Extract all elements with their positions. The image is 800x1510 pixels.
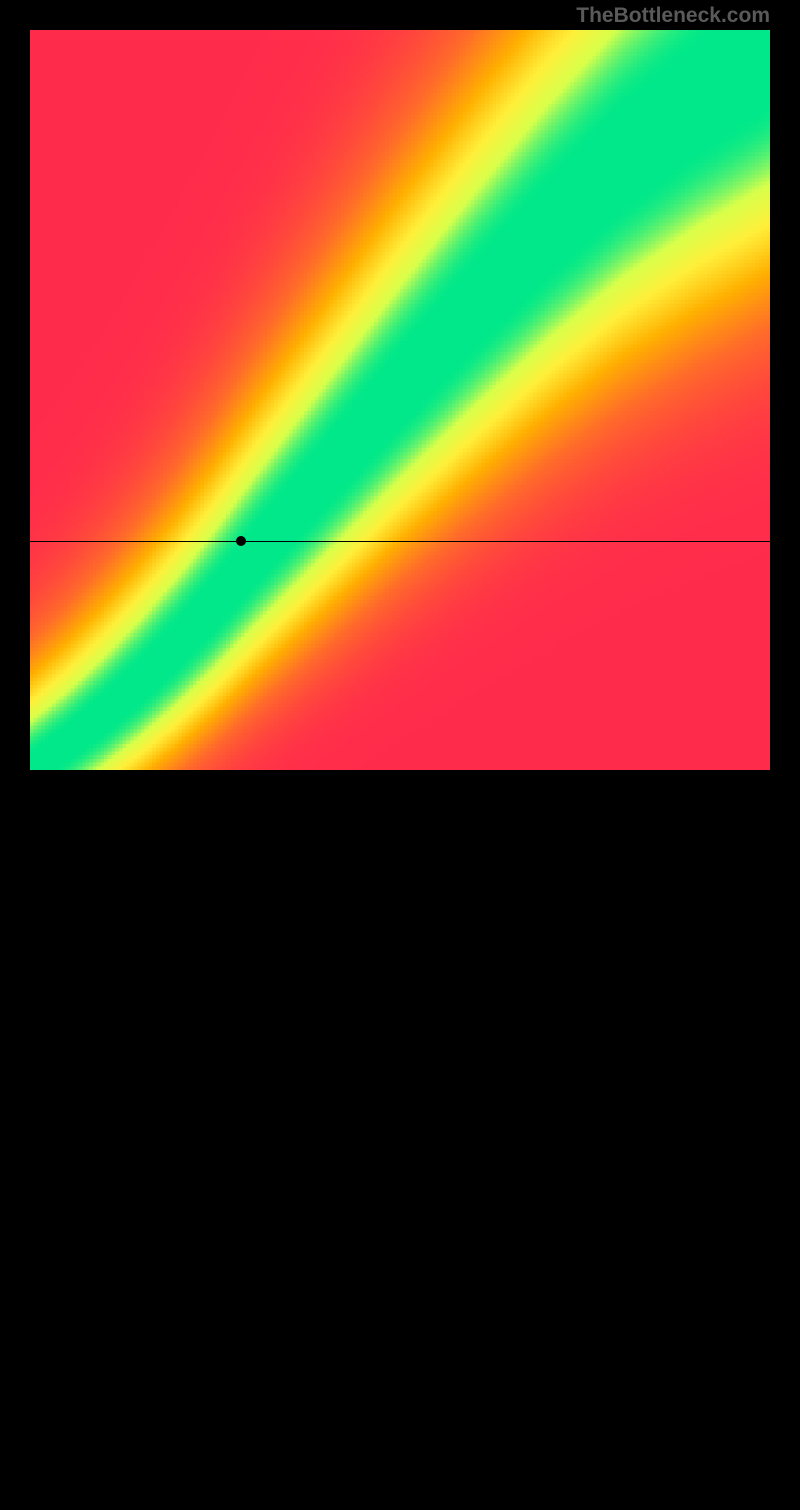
crosshair-vertical <box>241 770 242 1510</box>
crosshair-marker <box>236 536 246 546</box>
heatmap-canvas <box>30 30 770 770</box>
heatmap-plot <box>30 30 770 770</box>
watermark-text: TheBottleneck.com <box>576 4 770 28</box>
crosshair-horizontal <box>30 541 770 542</box>
